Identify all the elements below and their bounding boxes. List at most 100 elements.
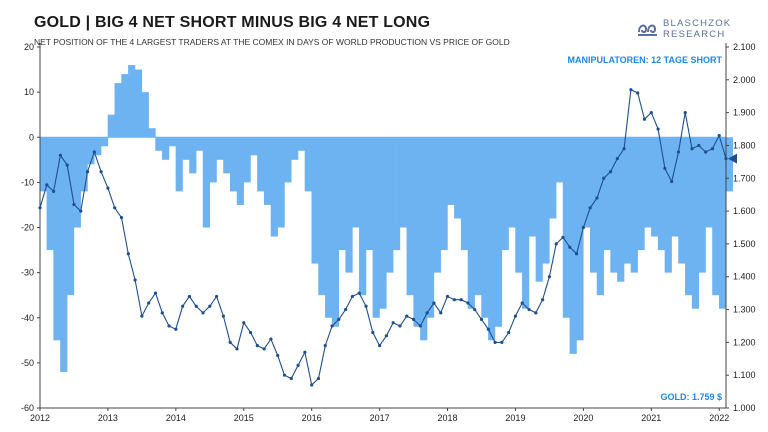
gold-price-point bbox=[85, 170, 90, 174]
area-bar bbox=[657, 137, 666, 251]
area-bar bbox=[610, 137, 618, 273]
gold-price-point bbox=[466, 301, 470, 305]
gold-price-point bbox=[248, 330, 253, 335]
gold-price-point bbox=[310, 383, 314, 387]
gold-price-point bbox=[541, 298, 545, 302]
area-bar bbox=[359, 137, 367, 296]
gold-price-point bbox=[411, 317, 416, 321]
gold-price-point bbox=[473, 307, 477, 312]
gold-price-point bbox=[445, 294, 450, 299]
area-bar bbox=[297, 137, 306, 151]
x-tick-label: 2018 bbox=[438, 413, 458, 423]
x-tick-label: 2019 bbox=[505, 413, 525, 423]
gold-price-point bbox=[581, 225, 585, 230]
area-bar bbox=[596, 137, 604, 296]
gold-price-point bbox=[140, 314, 144, 318]
gold-price-point bbox=[642, 117, 647, 121]
area-bar bbox=[372, 137, 380, 318]
right-tick-label: 1.500 bbox=[733, 239, 756, 249]
gold-price-point bbox=[574, 252, 579, 256]
area-bar bbox=[698, 137, 706, 273]
gold-price-point bbox=[507, 330, 511, 335]
x-tick-label: 2012 bbox=[30, 413, 50, 423]
x-tick-label: 2021 bbox=[641, 413, 661, 423]
right-tick-label: 2.000 bbox=[733, 75, 756, 85]
right-tick-label: 1.000 bbox=[733, 403, 756, 413]
gold-price-point bbox=[398, 324, 402, 328]
area-bar bbox=[87, 137, 95, 165]
area-bar bbox=[223, 137, 231, 174]
gold-price-point bbox=[371, 330, 375, 335]
area-bar bbox=[162, 137, 170, 160]
gold-price-point bbox=[187, 294, 192, 299]
x-tick-label: 2013 bbox=[98, 413, 118, 423]
gold-price-point bbox=[520, 301, 524, 305]
gold-price-point bbox=[588, 206, 592, 210]
chart-title: GOLD | BIG 4 NET SHORT MINUS BIG 4 NET L… bbox=[34, 14, 431, 31]
area-bar bbox=[250, 137, 258, 156]
gold-price-point bbox=[493, 340, 497, 344]
left-tick-label: -40 bbox=[21, 313, 34, 323]
gold-price-point bbox=[479, 317, 484, 321]
area-bar bbox=[304, 137, 312, 192]
area-bar bbox=[155, 137, 163, 151]
gold-price-point bbox=[255, 344, 259, 348]
gold-price-point bbox=[160, 311, 164, 315]
area-bar bbox=[542, 137, 550, 264]
right-tick-label: 1.300 bbox=[733, 305, 756, 315]
area-bar bbox=[501, 137, 509, 251]
gold-price-point bbox=[554, 242, 558, 246]
area-bar bbox=[420, 137, 428, 341]
gold-price-point bbox=[201, 311, 205, 315]
area-bar bbox=[100, 137, 109, 147]
area-bar bbox=[515, 137, 523, 273]
area-bar bbox=[583, 137, 591, 228]
gold-price-point bbox=[316, 376, 321, 381]
gold-price-point bbox=[167, 324, 171, 328]
area-bar bbox=[257, 137, 265, 192]
gold-price-point bbox=[690, 147, 694, 151]
area-bar bbox=[141, 92, 149, 138]
area-bar bbox=[488, 137, 496, 341]
gold-price-point bbox=[235, 347, 239, 351]
area-bar bbox=[691, 137, 700, 309]
left-tick-label: 20 bbox=[24, 42, 34, 52]
area-bar bbox=[60, 137, 68, 372]
gold-price-point bbox=[405, 314, 409, 318]
area-bar bbox=[229, 137, 238, 192]
gold-price-point bbox=[350, 294, 355, 299]
area-bar bbox=[270, 137, 278, 237]
gold-price-point bbox=[214, 294, 219, 299]
area-bar bbox=[148, 128, 156, 138]
area-bar bbox=[719, 137, 727, 309]
gold-price-point bbox=[282, 373, 287, 377]
area-bar bbox=[379, 137, 387, 309]
left-tick-label: -10 bbox=[21, 177, 34, 187]
area-bar bbox=[318, 137, 326, 296]
gold-price-point bbox=[663, 166, 667, 171]
x-tick-label: 2014 bbox=[166, 413, 186, 423]
gold-price-point bbox=[452, 298, 456, 302]
gold-price-point bbox=[384, 334, 388, 338]
area-bar bbox=[114, 83, 122, 138]
gold-price-point bbox=[323, 344, 327, 348]
right-tick-label: 1.400 bbox=[733, 272, 756, 282]
gold-price-point bbox=[425, 311, 429, 315]
gold-price-point bbox=[344, 307, 348, 312]
gold-price-point bbox=[276, 353, 280, 358]
gold-price-point bbox=[602, 176, 606, 180]
logo-line1: BLASCHZOK bbox=[663, 18, 732, 29]
gold-price-point bbox=[676, 150, 681, 154]
area-bar bbox=[535, 137, 543, 282]
gold-price-point bbox=[153, 291, 158, 295]
area-bar bbox=[345, 137, 353, 273]
area-bar bbox=[365, 137, 374, 251]
right-tick-label: 1.600 bbox=[733, 206, 756, 216]
area-bar bbox=[325, 137, 333, 318]
gold-price-point bbox=[303, 350, 307, 354]
x-tick-label: 2015 bbox=[234, 413, 254, 423]
x-tick-label: 2017 bbox=[370, 413, 390, 423]
gold-price-point bbox=[133, 278, 137, 282]
gold-price-point bbox=[547, 275, 552, 279]
area-bar bbox=[664, 137, 672, 273]
